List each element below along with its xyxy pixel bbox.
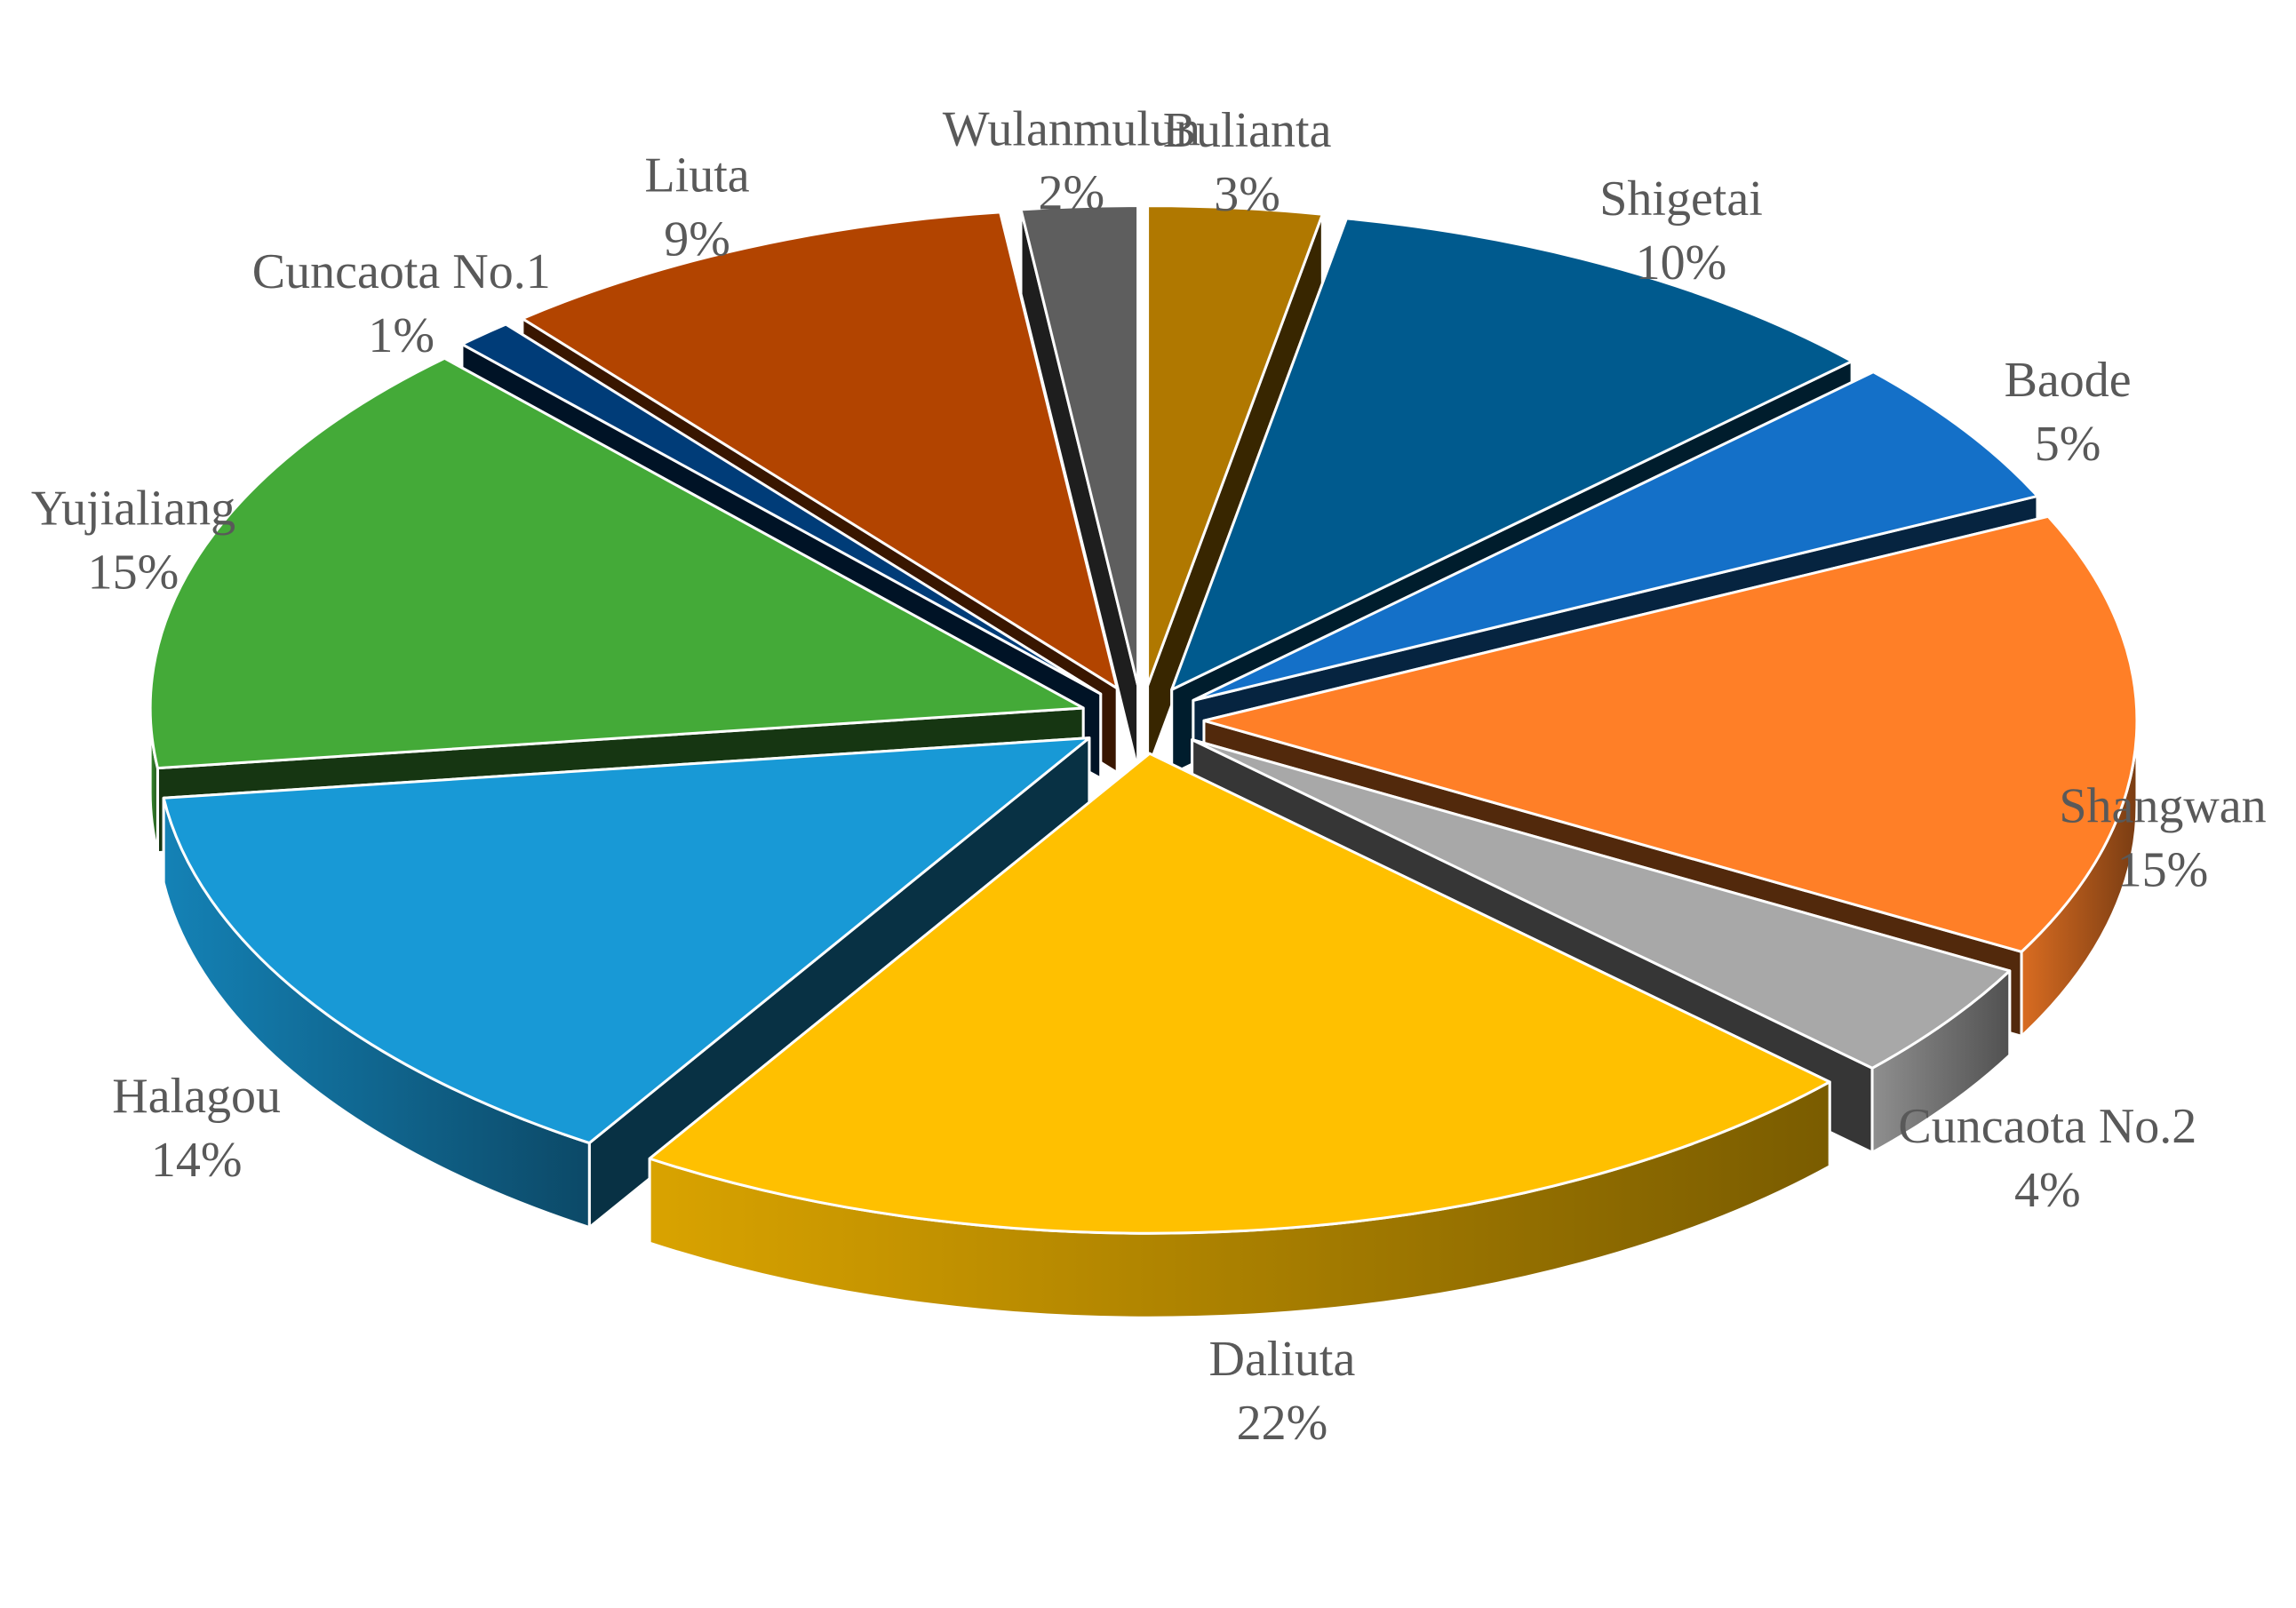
slice-baode bbox=[1192, 370, 2039, 702]
value-label: 1% bbox=[368, 308, 434, 363]
category-label: Halagou bbox=[112, 1069, 281, 1124]
label-wulanmulun: Wulanmulun 2% bbox=[943, 101, 1200, 220]
pie-labels-layer: Bulianta 3% Shigetai 10% Baode 5% Shangwan 15% C… bbox=[31, 101, 2267, 1451]
category-label: Daliuta bbox=[1209, 1332, 1356, 1387]
label-shigetai: Shigetai 10% bbox=[1599, 171, 1763, 291]
slice-shigetai bbox=[1170, 217, 1854, 691]
slice-liuta bbox=[521, 211, 1119, 690]
value-label: 4% bbox=[2014, 1163, 2081, 1218]
slice-shangwan bbox=[1202, 514, 2139, 953]
slice-bulianta bbox=[1146, 204, 1324, 688]
category-label: Bulianta bbox=[1163, 103, 1332, 158]
category-label: Cuncaota No.2 bbox=[1898, 1099, 2196, 1154]
slice-cuncaota-no-1 bbox=[460, 322, 1103, 696]
value-label: 22% bbox=[1237, 1396, 1328, 1451]
label-cuncaota-no-1: Cuncaota No.1 1% bbox=[252, 244, 551, 363]
category-label: Liuta bbox=[644, 147, 749, 203]
slice-daliuta bbox=[648, 752, 1831, 1235]
slice-yujialiang bbox=[148, 356, 1085, 770]
label-yujialiang: Yujialiang 15% bbox=[31, 481, 235, 600]
value-label: 10% bbox=[1636, 235, 1727, 291]
slice-cuncaota-no-2 bbox=[1191, 738, 2012, 1070]
category-label: Yujialiang bbox=[31, 481, 235, 536]
value-label: 15% bbox=[2117, 842, 2209, 897]
value-label: 2% bbox=[1039, 165, 1105, 220]
slice-wulanmulun bbox=[1019, 204, 1140, 688]
value-label: 5% bbox=[2035, 417, 2101, 472]
category-label: Cuncaota No.1 bbox=[252, 244, 551, 299]
pie-tops-layer bbox=[148, 204, 2139, 1235]
label-cuncaota-no-2: Cuncaota No.2 4% bbox=[1898, 1099, 2196, 1218]
value-label: 9% bbox=[664, 211, 730, 267]
category-label: Baode bbox=[2005, 353, 2132, 408]
label-bulianta: Bulianta 3% bbox=[1163, 103, 1332, 222]
label-shangwan: Shangwan 15% bbox=[2059, 778, 2266, 897]
value-label: 15% bbox=[88, 545, 179, 600]
category-label: Shigetai bbox=[1599, 171, 1763, 227]
label-daliuta: Daliuta 22% bbox=[1209, 1332, 1356, 1451]
category-label: Shangwan bbox=[2059, 778, 2266, 833]
category-label: Wulanmulun bbox=[943, 101, 1200, 156]
label-baode: Baode 5% bbox=[2005, 353, 2132, 472]
label-halagou: Halagou 14% bbox=[112, 1069, 281, 1188]
value-label: 14% bbox=[151, 1133, 243, 1188]
value-label: 3% bbox=[1214, 167, 1280, 222]
label-liuta: Liuta 9% bbox=[644, 147, 749, 267]
slice-halagou bbox=[162, 736, 1091, 1145]
